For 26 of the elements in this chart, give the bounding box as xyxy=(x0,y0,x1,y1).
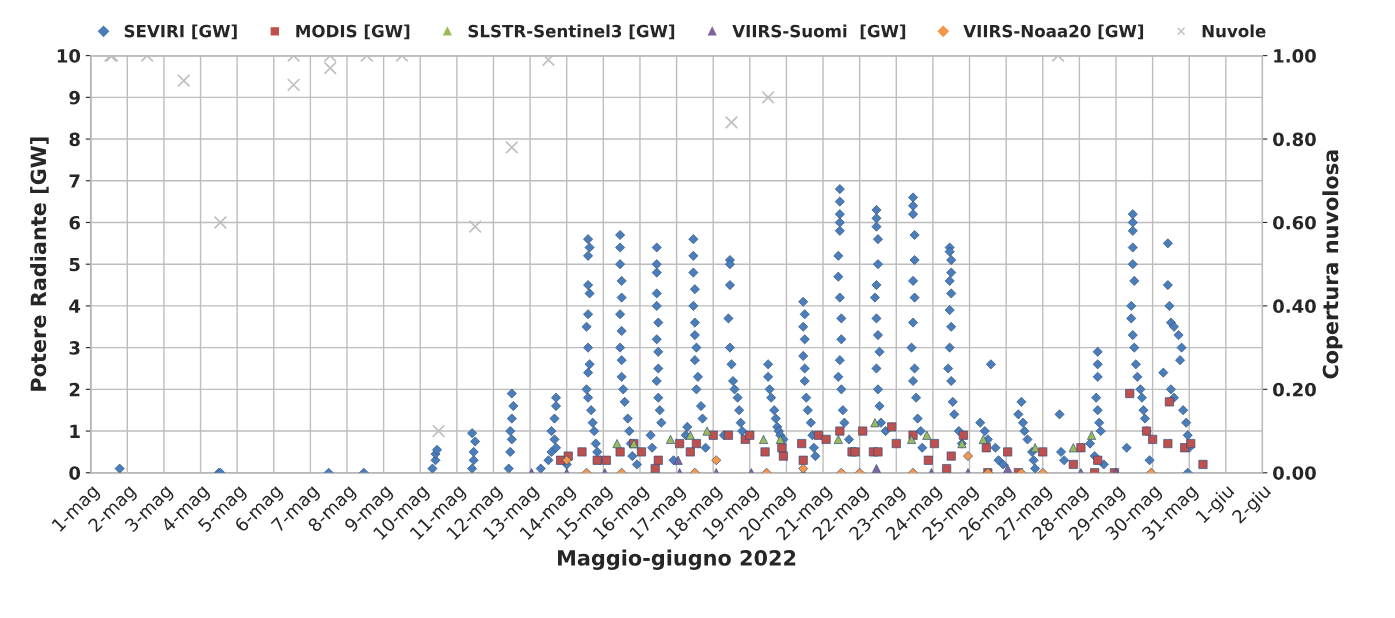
legend-label: VIIRS-Suomi [GW] xyxy=(732,24,906,40)
legend-label: Nuvole xyxy=(1202,24,1266,38)
y-tick-label: 6 xyxy=(69,215,80,230)
y-tick-label: 5 xyxy=(69,257,80,272)
y2-tick-label: 0.60 xyxy=(1273,215,1316,230)
legend-label: SEVIRI [GW] xyxy=(124,24,237,40)
y2-tick-label: 0.40 xyxy=(1273,299,1316,314)
y2-tick-label: 0.20 xyxy=(1273,382,1316,397)
legend-label: MODIS [GW] xyxy=(296,24,410,40)
x-axis-title: Maggio-giugno 2022 xyxy=(558,549,796,570)
y-tick-label: 2 xyxy=(69,382,80,397)
y2-axis-title: Copertura nuvolosa xyxy=(1322,150,1343,379)
y2-tick-label: 0.80 xyxy=(1273,132,1316,147)
y-tick-label: 0 xyxy=(69,466,81,480)
y2-tick-label: 1.00 xyxy=(1274,49,1316,63)
y-tick-label: 7 xyxy=(69,174,80,188)
y-axis-title: Potere Radiante [GW] xyxy=(30,137,49,391)
legend-label: VIIRS-Noaa20 [GW] xyxy=(963,24,1144,40)
y-tick-label: 8 xyxy=(69,132,80,147)
y-tick-label: 4 xyxy=(69,299,81,313)
y-tick-label: 10 xyxy=(57,49,81,63)
y2-tick-label: 0.00 xyxy=(1273,466,1316,480)
y-tick-label: 9 xyxy=(69,90,80,105)
y-tick-label: 1 xyxy=(70,424,80,438)
legend-label: SLSTR-Sentinel3 [GW] xyxy=(468,24,675,40)
y-tick-label: 3 xyxy=(69,341,80,355)
